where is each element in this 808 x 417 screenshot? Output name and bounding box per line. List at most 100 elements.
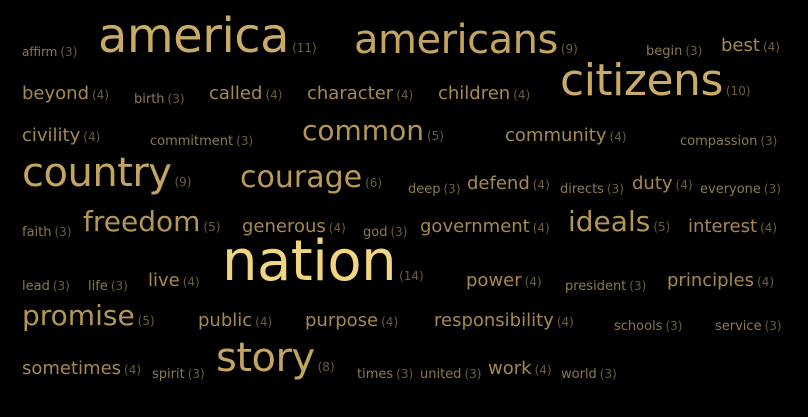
- term-word: compassion: [680, 134, 758, 149]
- cloud-term[interactable]: citizens (10): [560, 59, 751, 103]
- term-word: world: [561, 367, 597, 382]
- term-count: (4): [675, 178, 693, 192]
- term-count: (4): [532, 221, 550, 235]
- term-count: (4): [556, 315, 574, 329]
- term-count: (4): [532, 178, 550, 192]
- cloud-term[interactable]: country (9): [22, 153, 191, 193]
- cloud-term[interactable]: beyond (4): [22, 85, 109, 103]
- term-count: (4): [182, 275, 200, 289]
- cloud-term[interactable]: deep (3): [408, 180, 461, 196]
- term-count: (4): [92, 88, 109, 102]
- term-count: (4): [396, 88, 414, 102]
- term-word: times: [357, 367, 394, 382]
- cloud-term[interactable]: commitment (3): [150, 132, 253, 148]
- cloud-term[interactable]: purpose (4): [305, 312, 398, 330]
- cloud-term[interactable]: americans (9): [354, 20, 578, 60]
- cloud-term[interactable]: united (3): [420, 365, 481, 381]
- cloud-term[interactable]: duty (4): [632, 175, 693, 193]
- term-word: best: [721, 35, 760, 56]
- cloud-term[interactable]: power (4): [466, 272, 542, 290]
- term-word: affirm: [22, 45, 58, 59]
- term-word: interest: [688, 216, 758, 237]
- cloud-term[interactable]: children (4): [438, 85, 530, 103]
- term-word: power: [466, 270, 522, 291]
- cloud-term[interactable]: character (4): [307, 85, 413, 103]
- cloud-term[interactable]: sometimes (4): [22, 360, 141, 378]
- cloud-term[interactable]: service (3): [715, 317, 782, 333]
- term-word: begin: [646, 44, 683, 59]
- cloud-term[interactable]: nation (14): [222, 234, 424, 290]
- term-count: (5): [203, 220, 221, 234]
- cloud-term[interactable]: interest (4): [688, 218, 777, 236]
- cloud-term[interactable]: common (5): [302, 117, 444, 145]
- term-count: (4): [124, 363, 142, 377]
- cloud-term[interactable]: president (3): [565, 277, 646, 293]
- cloud-term[interactable]: called (4): [209, 85, 282, 103]
- term-word: schools: [614, 319, 663, 334]
- cloud-term[interactable]: freedom (5): [83, 208, 220, 236]
- cloud-term[interactable]: story (8): [216, 338, 335, 378]
- term-word: community: [505, 125, 607, 146]
- cloud-term[interactable]: lead (3): [22, 277, 70, 293]
- cloud-term[interactable]: spirit (3): [152, 365, 205, 381]
- term-count: (4): [609, 130, 627, 144]
- cloud-term[interactable]: community (4): [505, 127, 627, 145]
- cloud-term[interactable]: affirm (3): [22, 43, 77, 59]
- term-word: civility: [22, 125, 81, 146]
- cloud-term[interactable]: birth (3): [134, 90, 185, 106]
- term-word: deep: [408, 182, 441, 197]
- cloud-term[interactable]: america (11): [98, 12, 317, 60]
- term-word: americans: [354, 17, 558, 63]
- term-count: (4): [534, 363, 552, 377]
- term-word: defend: [467, 173, 530, 194]
- cloud-term[interactable]: responsibility (4): [434, 312, 574, 330]
- cloud-term[interactable]: ideals (5): [568, 208, 670, 236]
- cloud-term[interactable]: best (4): [721, 37, 780, 55]
- cloud-term[interactable]: times (3): [357, 365, 413, 381]
- term-word: spirit: [152, 367, 185, 382]
- term-count: (10): [725, 84, 751, 98]
- cloud-term[interactable]: government (4): [420, 218, 550, 236]
- term-count: (4): [760, 221, 778, 235]
- term-word: beyond: [22, 83, 89, 104]
- term-count: (3): [110, 279, 128, 293]
- cloud-term[interactable]: principles (4): [667, 272, 774, 290]
- cloud-term[interactable]: work (4): [488, 360, 552, 378]
- cloud-term[interactable]: faith (3): [22, 223, 72, 239]
- cloud-term[interactable]: defend (4): [467, 175, 550, 193]
- cloud-term[interactable]: everyone (3): [700, 180, 781, 196]
- cloud-term[interactable]: directs (3): [560, 180, 624, 196]
- term-count: (4): [265, 88, 283, 102]
- term-word: government: [420, 216, 530, 237]
- cloud-term[interactable]: schools (3): [614, 317, 682, 333]
- term-count: (4): [524, 275, 542, 289]
- term-count: (3): [685, 44, 703, 58]
- term-count: (3): [60, 45, 78, 59]
- cloud-term[interactable]: life (3): [88, 277, 128, 293]
- term-word: courage: [240, 160, 363, 195]
- cloud-term[interactable]: live (4): [148, 272, 200, 290]
- term-word: live: [148, 270, 180, 291]
- cloud-term[interactable]: god (3): [363, 223, 407, 239]
- cloud-term[interactable]: courage (6): [240, 163, 382, 193]
- term-count: (3): [665, 319, 683, 333]
- term-count: (4): [762, 40, 780, 54]
- term-word: birth: [134, 92, 165, 107]
- cloud-term[interactable]: public (4): [198, 312, 272, 330]
- term-count: (4): [328, 221, 346, 235]
- cloud-term[interactable]: world (3): [561, 365, 617, 381]
- cloud-term[interactable]: begin (3): [646, 42, 702, 58]
- term-word: citizens: [560, 55, 723, 106]
- term-count: (3): [763, 182, 781, 196]
- term-count: (3): [629, 279, 647, 293]
- cloud-term[interactable]: civility (4): [22, 127, 100, 145]
- cloud-term[interactable]: compassion (3): [680, 132, 777, 148]
- term-word: country: [22, 150, 172, 196]
- cloud-term[interactable]: promise (5): [22, 302, 155, 330]
- term-word: ideals: [568, 205, 651, 238]
- term-word: common: [302, 114, 424, 147]
- term-count: (3): [390, 225, 408, 239]
- cloud-term[interactable]: generous (4): [242, 218, 346, 236]
- term-word: generous: [242, 216, 326, 237]
